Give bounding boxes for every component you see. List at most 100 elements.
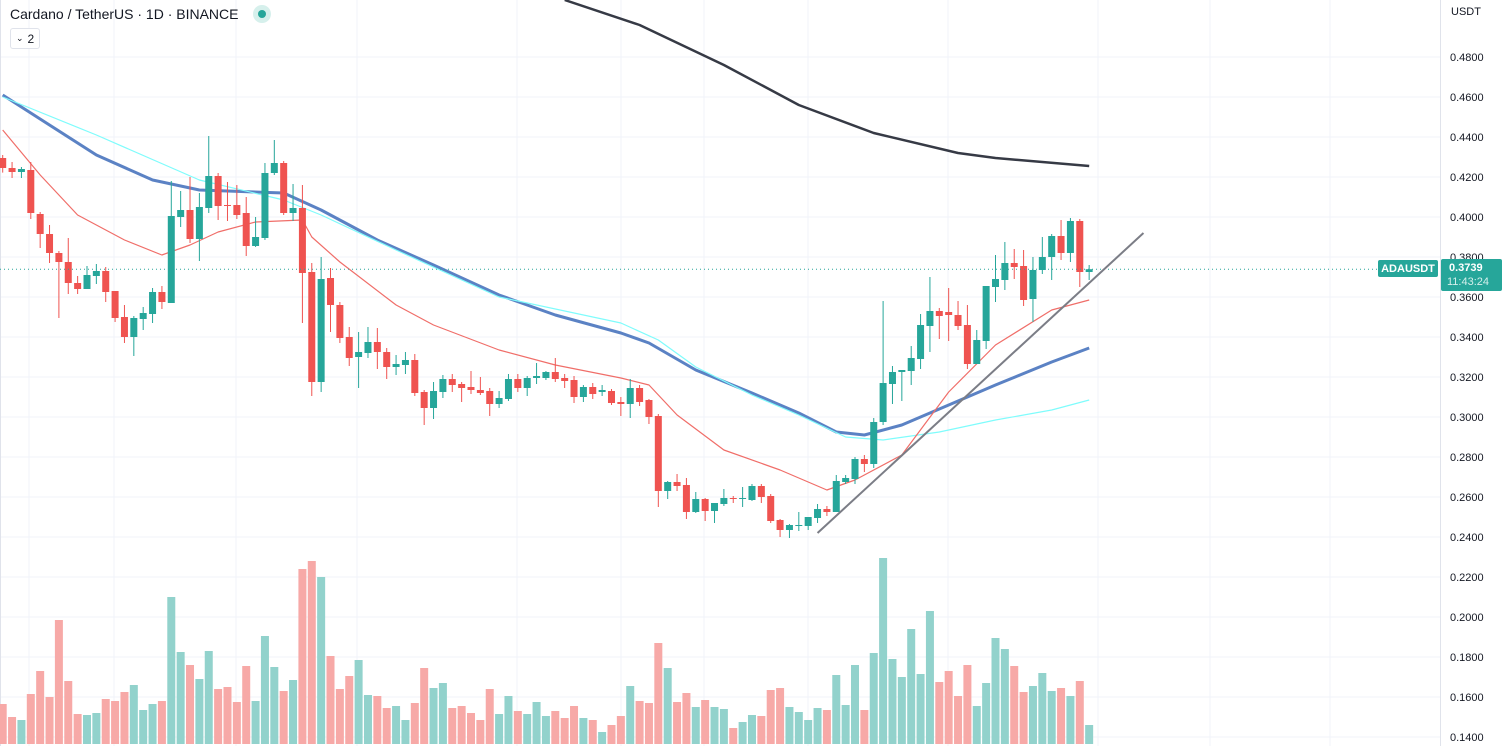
last-price: 0.3739 (1449, 262, 1483, 274)
trendline[interactable] (816, 232, 1145, 534)
price-tick-label: 0.3600 (1450, 292, 1484, 304)
candle-body (851, 459, 859, 479)
volume-bar (270, 667, 279, 744)
volume-bar (354, 660, 363, 744)
candle-body (935, 311, 943, 316)
volume-bar (701, 700, 710, 744)
volume-bar (298, 569, 307, 744)
volume-bar (1066, 696, 1075, 744)
volume-bar (176, 652, 185, 744)
candle-body (1076, 221, 1084, 272)
candle-body (83, 275, 91, 289)
candle-body (327, 278, 335, 305)
candle-body (120, 317, 128, 337)
grid (0, 0, 1440, 746)
candle-body (336, 305, 344, 338)
volume-bar (916, 674, 925, 744)
indicator-count: 2 (27, 31, 35, 46)
volume-bar (335, 689, 344, 744)
candle-body (420, 392, 428, 408)
candle-body (383, 352, 391, 367)
candle-body (373, 342, 381, 352)
volume-bar (879, 558, 888, 744)
candle-body (158, 292, 166, 302)
candle-body (504, 379, 512, 399)
volume-bar (860, 710, 869, 744)
live-dot-icon (252, 5, 271, 23)
candle-body (748, 486, 756, 500)
candle-body (242, 213, 250, 246)
volume-bar (54, 620, 63, 744)
indicators-collapse-button[interactable]: ⌄ 2 (10, 28, 41, 49)
candle-body (1038, 257, 1046, 270)
candle-body (963, 325, 971, 364)
volume-bar (392, 706, 401, 744)
price-tick-label: 0.4600 (1450, 92, 1484, 104)
volume-bar (673, 702, 682, 744)
candle-body (476, 390, 484, 393)
candle-body (767, 496, 775, 521)
candle-body (280, 163, 288, 213)
candle-body (289, 208, 297, 213)
candle-body (945, 312, 953, 315)
volume-bar (972, 706, 981, 744)
candle-body (308, 272, 316, 382)
volume-bar (214, 689, 223, 744)
candle-body (917, 325, 925, 359)
volume-bar (373, 696, 382, 744)
volume-bar (363, 695, 372, 744)
volume-bar (111, 701, 120, 744)
symbol-title[interactable]: Cardano / TetherUS · 1D · BINANCE (10, 6, 239, 22)
candle-body (617, 402, 625, 404)
candle-body (673, 482, 681, 486)
volume-bar (438, 683, 447, 744)
last-price-label: 0.3739 11:43:24 (1441, 259, 1502, 291)
price-tick-label: 0.3400 (1450, 332, 1484, 344)
price-tick-label: 0.4200 (1450, 172, 1484, 184)
volume-bar (467, 713, 475, 744)
candle-body (720, 498, 728, 504)
candle-body (1029, 270, 1037, 299)
volume-bar (120, 692, 129, 744)
candle-body (261, 173, 269, 238)
volume-bar (776, 688, 785, 744)
candle-body (832, 481, 840, 512)
moving-average-line (1, 93, 1090, 437)
candle-body (233, 205, 241, 215)
candle-body (55, 253, 63, 262)
volume-bar (317, 577, 326, 744)
volume-bar (410, 703, 419, 744)
price-axis[interactable]: USDT0.48000.46000.44000.42000.40000.3800… (1440, 0, 1507, 746)
candle-body (739, 498, 747, 499)
volume-bar (167, 597, 176, 744)
volume-bar (598, 732, 607, 744)
volume-bar (616, 716, 625, 744)
symbol-price-label: ADAUSDT (1378, 260, 1438, 277)
volume-bar (1075, 681, 1084, 744)
candle-body (795, 525, 803, 526)
candle-body (561, 378, 569, 381)
bar-countdown: 11:43:24 (1447, 276, 1490, 288)
volume-bar (504, 696, 513, 744)
volume-bar (448, 708, 457, 744)
candle-body (430, 391, 438, 408)
candle-body (364, 342, 372, 353)
candle-body (1066, 221, 1074, 253)
volume-bar (232, 702, 241, 744)
candle-body (654, 416, 662, 491)
candle-body (458, 384, 466, 388)
volume-bar (897, 677, 906, 744)
volume-bar (1038, 673, 1047, 744)
volume-bar (0, 704, 7, 744)
trendline-drawing[interactable] (816, 232, 1145, 534)
candle-body (17, 169, 25, 172)
price-tick-label: 0.4400 (1450, 132, 1484, 144)
price-axis-unit: USDT (1451, 6, 1481, 18)
candle-body (102, 271, 110, 292)
candle-body (701, 499, 709, 511)
volume-bar (17, 720, 26, 744)
candle-body (860, 459, 868, 464)
volume-bar (92, 713, 101, 744)
candle-body (991, 279, 999, 287)
